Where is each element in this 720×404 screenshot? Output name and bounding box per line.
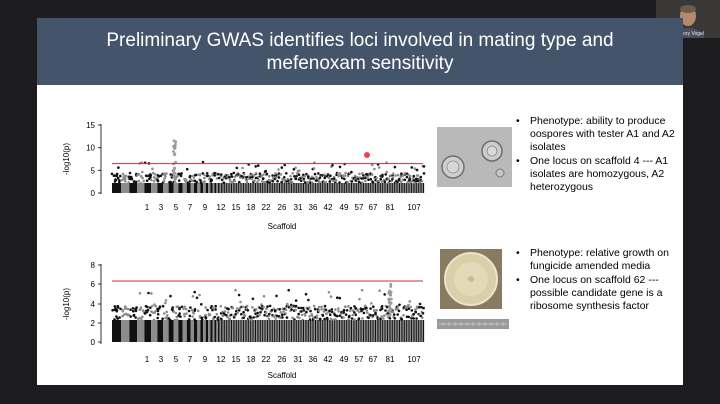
- x-tick-label: 26: [278, 355, 287, 364]
- x-tick-label: 67: [369, 355, 378, 364]
- x-tick-label: 22: [262, 355, 271, 364]
- x-tick-labels: 1 3 5 7 9 12 15 18 22 26 31 36 42 49 57 67 81 107: [145, 355, 421, 364]
- x-tick-label: 81: [386, 203, 395, 212]
- x-tick-label: 15: [232, 355, 241, 364]
- x-tick-label: 15: [232, 203, 241, 212]
- participant-name: Gregory Vogel: [672, 31, 704, 37]
- participant-video-tile[interactable]: Gregory Vogel: [656, 0, 720, 52]
- x-tick-label: 26: [278, 203, 287, 212]
- bullet-list-mefenoxam: Phenotype: relative growth on fungicide …: [514, 247, 679, 314]
- y-tick-label: 0: [91, 338, 96, 347]
- x-tick-label: 1: [145, 355, 150, 364]
- x-tick-label: 36: [309, 203, 318, 212]
- y-tick-label: 4: [91, 300, 96, 309]
- slide-title-bar: Preliminary GWAS identifies loci involve…: [37, 18, 683, 85]
- x-axis-title: Scaffold: [268, 371, 297, 380]
- petri-dish-photo: [440, 249, 502, 309]
- ruler-image: [437, 319, 509, 329]
- plot-points: [111, 282, 425, 342]
- bullet-item: Phenotype: relative growth on fungicide …: [514, 247, 679, 273]
- x-tick-label: 12: [217, 203, 226, 212]
- x-tick-label: 67: [369, 203, 378, 212]
- x-tick-label: 31: [294, 355, 303, 364]
- x-tick-label: 57: [355, 203, 364, 212]
- laser-pointer-dot: [364, 152, 370, 158]
- x-tick-label: 107: [407, 203, 421, 212]
- x-axis-title: Scaffold: [268, 222, 297, 231]
- x-tick-label: 81: [386, 355, 395, 364]
- x-tick-label: 57: [355, 355, 364, 364]
- y-tick-label: 15: [86, 121, 95, 130]
- x-tick-label: 12: [217, 355, 226, 364]
- x-tick-label: 49: [340, 203, 349, 212]
- x-tick-label: 42: [324, 355, 333, 364]
- x-tick-label: 18: [247, 203, 256, 212]
- x-tick-label: 5: [174, 203, 179, 212]
- x-tick-label: 7: [188, 203, 193, 212]
- x-tick-label: 1: [145, 203, 150, 212]
- y-ticks: 0 5 10 15: [86, 121, 101, 198]
- x-tick-label: 9: [203, 355, 208, 364]
- x-tick-label: 3: [159, 355, 164, 364]
- x-tick-label: 3: [159, 203, 164, 212]
- x-tick-label: 36: [309, 355, 318, 364]
- x-tick-label: 5: [174, 355, 179, 364]
- x-tick-label: 31: [294, 203, 303, 212]
- oospore-micrograph: [437, 127, 512, 187]
- y-tick-label: 6: [91, 280, 96, 289]
- manhattan-plot-mefenoxam: 0 2 4 6 8 -log10(p) 1 3 5 7 9 12 15 18 22 26 31 36 4…: [62, 262, 425, 380]
- bullet-item: Phenotype: ability to produce oospores w…: [514, 115, 679, 154]
- y-axis-title: -log10(p): [62, 288, 71, 320]
- y-ticks: 0 2 4 6 8: [91, 262, 101, 347]
- y-tick-label: 10: [86, 144, 95, 153]
- y-tick-label: 0: [91, 189, 96, 198]
- plot-points: [110, 139, 426, 193]
- x-tick-label: 7: [188, 355, 193, 364]
- x-tick-label: 42: [324, 203, 333, 212]
- bullet-list-mating-type: Phenotype: ability to produce oospores w…: [514, 115, 679, 195]
- x-tick-label: 18: [247, 355, 256, 364]
- bullet-item: One locus on scaffold 4 --- A1 isolates …: [514, 155, 679, 194]
- presentation-slide: Preliminary GWAS identifies loci involve…: [37, 18, 683, 385]
- x-tick-label: 49: [340, 355, 349, 364]
- y-tick-label: 2: [91, 319, 96, 328]
- y-axis-title: -log10(p): [62, 143, 71, 175]
- manhattan-plot-mating-type: 0 5 10 15 -log10(p) 1 3 5 7 9 12 15 18 22 26 31 36 4…: [62, 121, 426, 231]
- y-tick-label: 5: [91, 166, 96, 175]
- slide-title: Preliminary GWAS identifies loci involve…: [106, 29, 614, 74]
- x-tick-label: 9: [203, 203, 208, 212]
- x-tick-label: 107: [407, 355, 421, 364]
- x-tick-label: 22: [262, 203, 271, 212]
- y-tick-label: 8: [91, 262, 96, 270]
- x-tick-labels: 1 3 5 7 9 12 15 18 22 26 31 36 42 49 57 67 81 107: [145, 203, 421, 212]
- bullet-item: One locus on scaffold 62 --- possible ca…: [514, 274, 679, 313]
